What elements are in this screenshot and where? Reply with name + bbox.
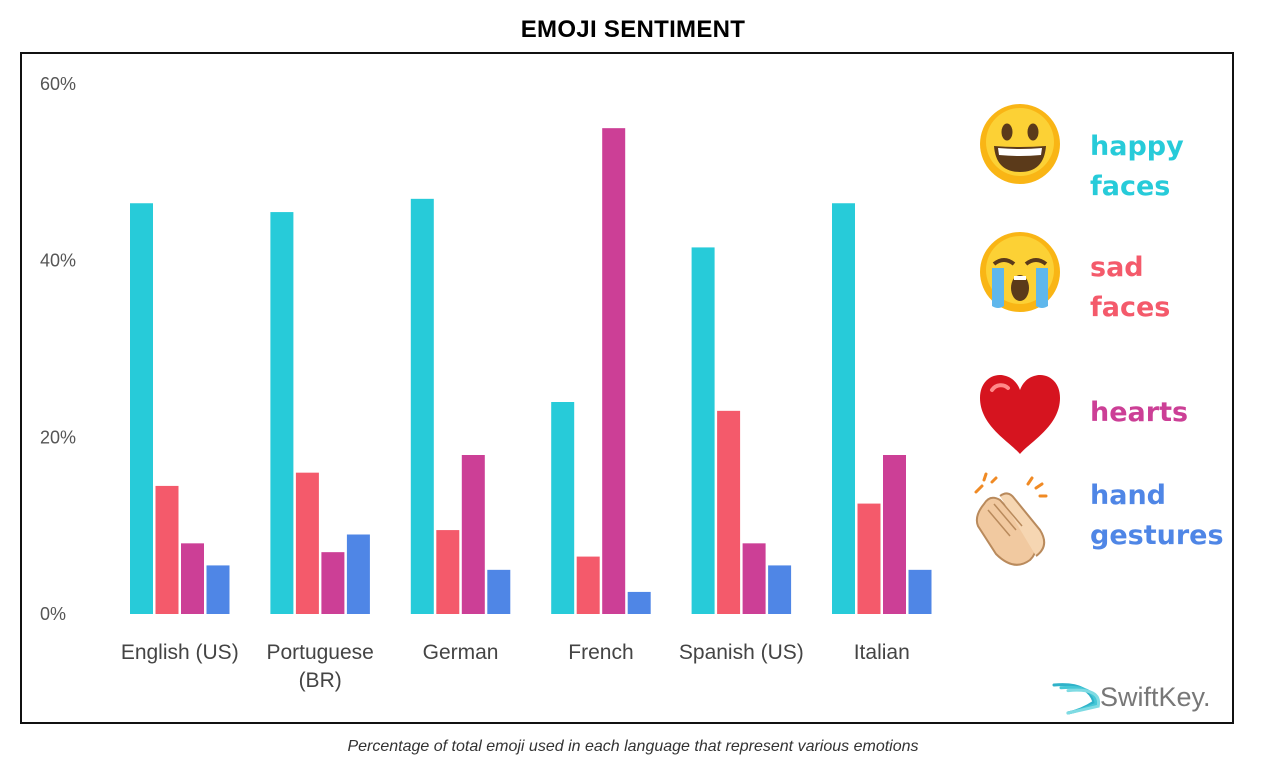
bar-hand-gestures <box>346 534 370 614</box>
x-tick-label: Portuguese (BR) <box>266 641 373 692</box>
bar-sad-faces <box>857 503 881 614</box>
chart-caption: Percentage of total emoji used in each l… <box>347 738 919 755</box>
legend: happy faces sad faces hearts hand gestures <box>974 104 1224 566</box>
bar-hand-gestures <box>768 565 792 614</box>
bar-hand-gestures <box>487 569 511 614</box>
bar-hearts <box>883 455 906 614</box>
y-tick-label: 0% <box>40 604 66 624</box>
red-heart-icon <box>980 374 1060 454</box>
bar-happy-faces <box>130 203 153 614</box>
legend-label: happy faces <box>1090 131 1184 202</box>
x-axis-labels: English (US) Portuguese (BR) German French Sp… <box>121 641 910 692</box>
crying-face-icon <box>980 232 1060 312</box>
x-tick-label: French <box>568 641 633 664</box>
bar-hand-gestures <box>908 569 932 614</box>
y-tick-label: 20% <box>40 427 76 447</box>
grinning-face-icon <box>980 104 1060 184</box>
bar-sad-faces <box>576 556 600 614</box>
bar-sad-faces <box>717 410 741 614</box>
bar-happy-faces <box>691 247 715 614</box>
x-tick-label: Spanish (US) <box>679 641 804 664</box>
bar-happy-faces <box>270 212 294 615</box>
bar-hand-gestures <box>627 591 651 614</box>
x-tick-label: Italian <box>854 641 910 664</box>
bar-hearts <box>602 128 626 614</box>
bar-hearts <box>181 543 204 614</box>
bar-happy-faces <box>551 402 575 614</box>
legend-label: hearts <box>1090 397 1188 428</box>
chart-title: EMOJI SENTIMENT <box>520 16 746 43</box>
chart-frame: 0% 20% 40% 60% English (US) Portuguese (BR) Ge… <box>20 52 1234 724</box>
bar-sad-faces <box>436 530 460 614</box>
clapping-hands-icon <box>974 472 1048 566</box>
y-tick-label: 60% <box>40 74 76 94</box>
legend-label: hand gestures <box>1090 480 1224 551</box>
bar-hand-gestures <box>206 565 230 614</box>
bar-sad-faces <box>155 485 179 614</box>
swiftkey-logo-icon <box>1052 683 1101 715</box>
brand-logo: SwiftKey. <box>1052 682 1211 715</box>
bar-hearts <box>742 543 766 614</box>
bar-hearts <box>461 455 485 614</box>
x-tick-label: German <box>423 641 499 664</box>
bars <box>130 128 932 615</box>
bar-sad-faces <box>295 472 319 614</box>
legend-label: sad faces <box>1090 252 1170 323</box>
bar-happy-faces <box>832 203 855 614</box>
bar-hearts <box>321 552 345 614</box>
x-tick-label: English (US) <box>121 641 239 664</box>
brand-name: SwiftKey. <box>1100 682 1211 712</box>
bar-chart: 0% 20% 40% 60% English (US) Portuguese (BR) Ge… <box>40 74 1224 715</box>
y-axis-ticks: 0% 20% 40% 60% <box>40 74 76 624</box>
y-tick-label: 40% <box>40 251 76 271</box>
bar-happy-faces <box>410 198 434 615</box>
